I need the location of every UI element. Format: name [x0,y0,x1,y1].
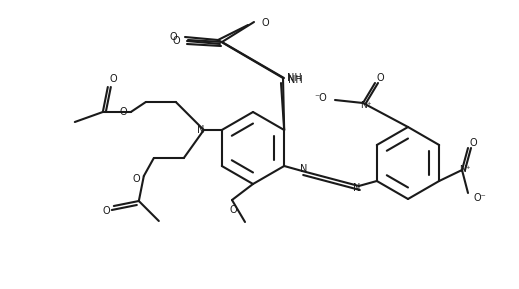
Text: ⁻O: ⁻O [314,93,327,103]
Text: N: N [197,125,204,135]
Text: NH: NH [287,73,302,83]
Text: O: O [376,73,384,83]
Text: O: O [469,138,477,148]
Text: NH: NH [288,75,303,85]
Text: O: O [132,174,140,184]
Text: N: N [353,183,361,193]
Text: N: N [301,164,308,174]
Text: O: O [102,206,110,216]
Text: N⁺: N⁺ [459,166,471,175]
Text: O: O [262,18,270,28]
Text: O: O [169,32,177,42]
Text: O⁻: O⁻ [473,193,486,203]
Text: O: O [229,205,237,215]
Text: N⁺: N⁺ [360,101,372,110]
Text: O: O [119,107,127,117]
Text: O: O [109,74,117,84]
Text: O: O [172,36,180,46]
